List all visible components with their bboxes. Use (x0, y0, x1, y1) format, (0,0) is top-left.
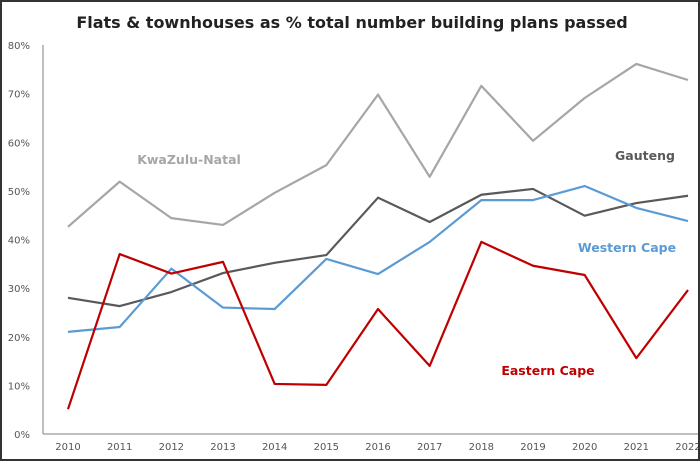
x-tick-label: 2018 (469, 442, 494, 453)
x-tick-label: 2022 (675, 442, 700, 453)
y-tick-label: 30% (8, 284, 30, 295)
series-label: Gauteng (615, 148, 675, 163)
x-tick-label: 2012 (159, 442, 184, 453)
series-label: Western Cape (578, 240, 676, 255)
y-tick-label: 40% (8, 236, 30, 247)
x-tick-label: 2011 (107, 442, 132, 453)
y-tick-label: 10% (8, 381, 30, 392)
x-tick-label: 2013 (210, 442, 235, 453)
y-tick-label: 50% (8, 187, 30, 198)
series-line-kwazulu-natal (67, 62, 689, 228)
y-tick-label: 80% (8, 41, 30, 52)
chart-title: Flats & townhouses as % total number bui… (76, 13, 627, 32)
x-tick-label: 2019 (520, 442, 545, 453)
x-tick-label: 2020 (572, 442, 597, 453)
y-tick-label: 0% (14, 430, 30, 441)
series-line-eastern-cape (66, 240, 689, 410)
y-tick-label: 60% (8, 138, 30, 149)
series-label: Eastern Cape (501, 363, 594, 378)
x-tick-label: 2014 (262, 442, 287, 453)
series-label: KwaZulu-Natal (137, 152, 241, 167)
x-tick-label: 2016 (365, 442, 390, 453)
x-tick-label: 2010 (55, 442, 80, 453)
x-tick-label: 2021 (624, 442, 649, 453)
y-tick-label: 70% (8, 90, 30, 101)
x-tick-label: 2015 (314, 442, 339, 453)
x-tick-label: 2017 (417, 442, 442, 453)
y-tick-label: 20% (8, 333, 30, 344)
